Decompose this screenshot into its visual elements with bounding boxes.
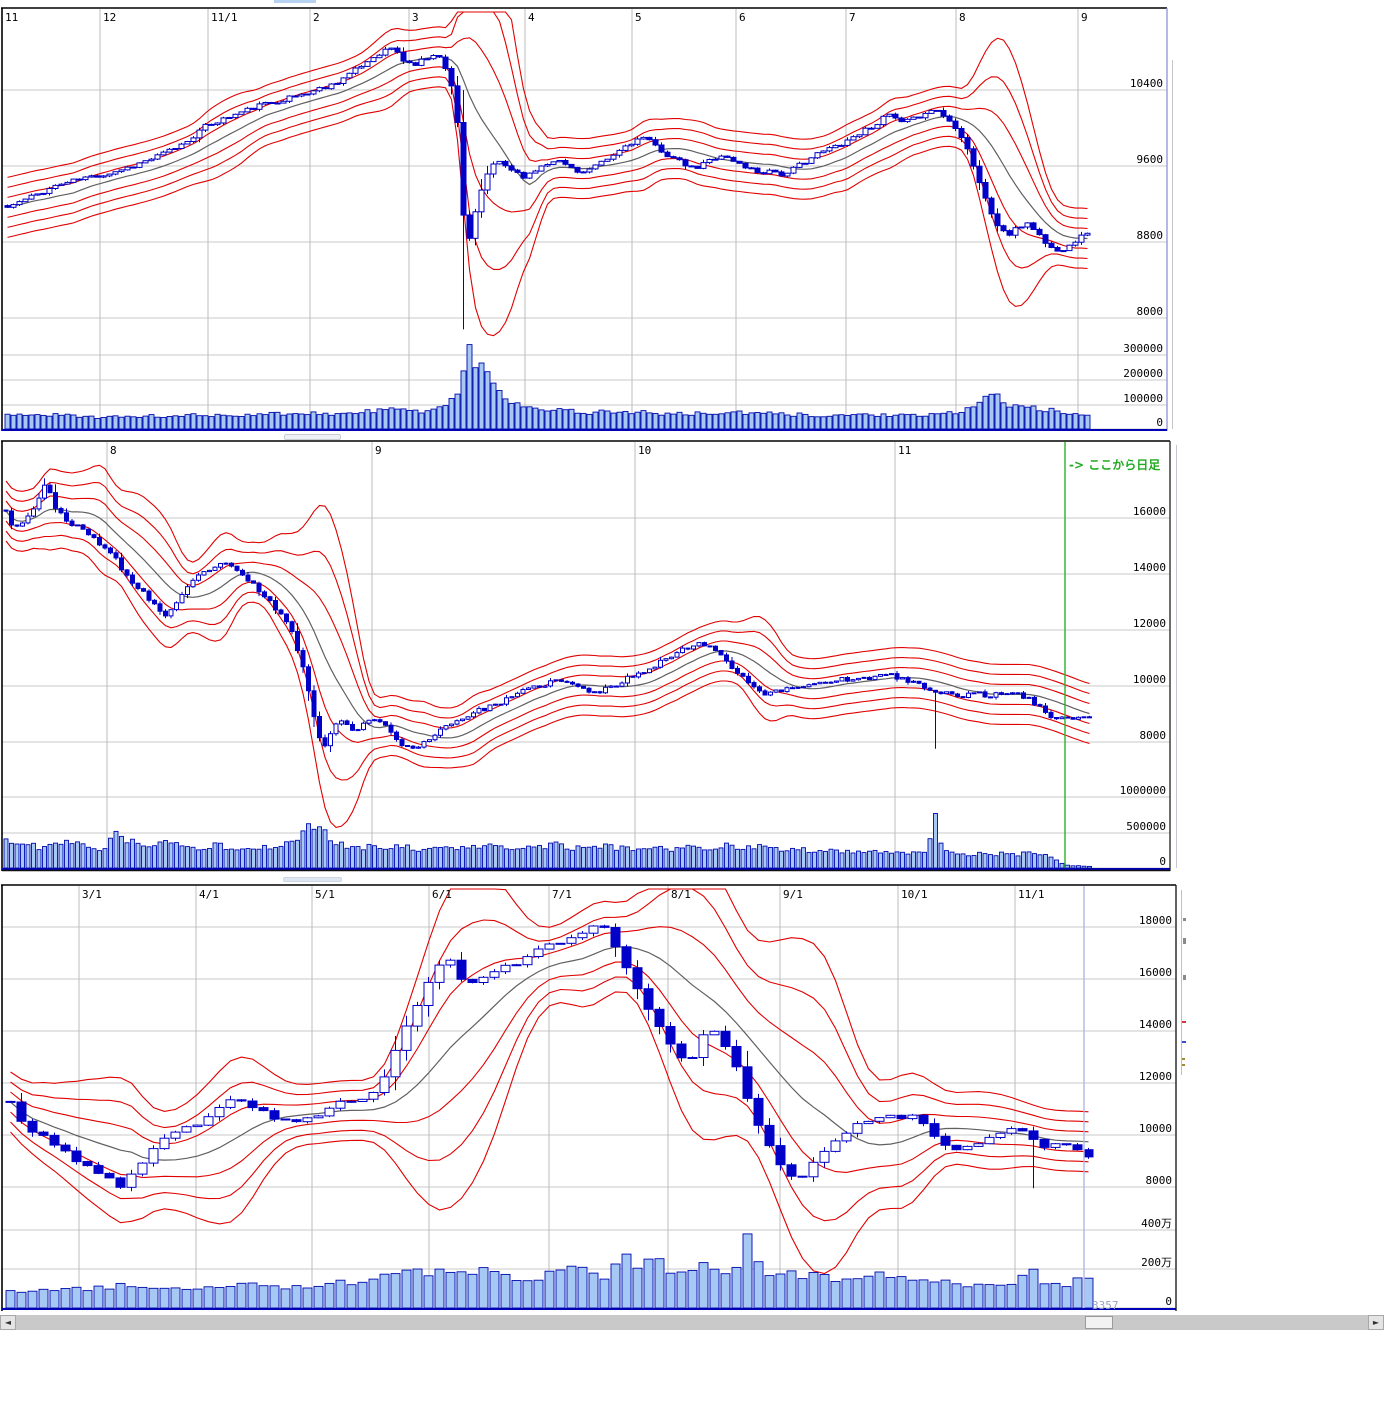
- band-line: [7, 11, 1088, 220]
- divider-thumb-lower: [283, 877, 342, 882]
- window-top-fragment: [274, 0, 316, 3]
- stock-code-watermark: 3357: [1092, 1299, 1119, 1312]
- y-axis-tick-label: 8000: [1146, 1174, 1173, 1187]
- band-line: [7, 66, 1088, 250]
- volume-bars: [3, 813, 1092, 869]
- chart-top-weekly: 10400 9600 8800 8000 300000 200000 100000 0 11 12…: [1, 7, 1168, 431]
- band-line: [10, 888, 1089, 1113]
- volume-bars: [4, 344, 1091, 430]
- legend-mark-6: [1182, 1058, 1185, 1060]
- y-axis-tick-label: 10000: [1133, 673, 1166, 686]
- x-axis-tick-label: 7/1: [552, 888, 572, 901]
- band-line: [5, 508, 1090, 739]
- y-axis-tick-label: 400万: [1141, 1217, 1172, 1230]
- x-axis-tick-label: 11: [5, 11, 18, 24]
- y-axis-tick-label: 18000: [1139, 914, 1172, 927]
- x-axis-tick-label: 9/1: [783, 888, 803, 901]
- candles: [4, 46, 1091, 330]
- x-axis-tick-label: 8: [959, 11, 966, 24]
- y-axis-tick-label: 12000: [1139, 1070, 1172, 1083]
- y-axis-tick-label: 9600: [1137, 153, 1164, 166]
- y-axis-tick-label: 200万: [1141, 1256, 1172, 1269]
- legend-mark-4: [1182, 1021, 1186, 1023]
- band-line: [5, 540, 1090, 829]
- x-axis-tick-label: 6/1: [432, 888, 452, 901]
- band-line: [7, 37, 1088, 230]
- scrollbar-left-arrow-icon[interactable]: ◄: [0, 1315, 16, 1330]
- band-line: [7, 86, 1088, 337]
- legend-mark-5: [1182, 1041, 1186, 1043]
- y-axis-tick-label: 16000: [1133, 505, 1166, 518]
- band-line: [10, 991, 1089, 1275]
- y-axis-tick-label: 10000: [1139, 1122, 1172, 1135]
- band-line: [7, 11, 1088, 210]
- band-line: [10, 946, 1089, 1161]
- legend-mark-2: [1183, 938, 1186, 944]
- x-axis-tick-label: 11: [898, 444, 911, 457]
- band-line: [7, 76, 1088, 270]
- y-axis-tick-label: 100000: [1123, 392, 1163, 405]
- band-line: [5, 520, 1090, 749]
- x-axis-tick-label: 11/1: [1018, 888, 1045, 901]
- legend-mark-3: [1183, 975, 1186, 980]
- y-axis-tick-label: 16000: [1139, 966, 1172, 979]
- y-axis-tick-label: 0: [1165, 1295, 1172, 1308]
- x-axis-tick-label: 10: [638, 444, 651, 457]
- y-axis-tick-label: 8000: [1137, 305, 1164, 318]
- band-line: [5, 481, 1090, 719]
- x-axis-tick-label: 8/1: [671, 888, 691, 901]
- x-axis-tick-label: 4/1: [199, 888, 219, 901]
- candles: [5, 923, 1094, 1192]
- divider-thumb-upper: [284, 434, 341, 440]
- right-rail-upper: [1172, 60, 1173, 429]
- y-axis-tick-label: 1000000: [1120, 784, 1166, 797]
- scrollbar-thumb[interactable]: [1085, 1316, 1113, 1329]
- y-axis-tick-label: 0: [1156, 416, 1163, 429]
- band-line: [5, 530, 1090, 781]
- chart-bottom-weekly: 18000 16000 14000 12000 10000 8000 400万 200万 0 3/…: [1, 884, 1177, 1311]
- x-axis-tick-label: 5: [635, 11, 642, 24]
- y-axis-tick-label: 14000: [1139, 1018, 1172, 1031]
- x-axis-tick-label: 10/1: [901, 888, 928, 901]
- band-line: [7, 56, 1088, 240]
- x-axis-tick-label: 9: [1081, 11, 1088, 24]
- y-axis-tick-label: 500000: [1126, 820, 1166, 833]
- band-line: [5, 464, 1090, 709]
- band-line: [5, 495, 1090, 729]
- volume-bars: [5, 1233, 1094, 1309]
- y-axis-tick-label: 14000: [1133, 561, 1166, 574]
- band-line: [10, 976, 1089, 1222]
- y-axis-tick-label: 0: [1159, 855, 1166, 868]
- right-rail-lower: [1181, 890, 1182, 1075]
- x-axis-tick-label: 7: [849, 11, 856, 24]
- y-axis-tick-label: 8000: [1140, 729, 1167, 742]
- y-axis-tick-label: 8800: [1137, 229, 1164, 242]
- x-axis-tick-label: 5/1: [315, 888, 335, 901]
- y-axis-tick-label: 300000: [1123, 342, 1163, 355]
- x-axis-tick-label: 8: [110, 444, 117, 457]
- band-line: [10, 888, 1089, 1129]
- x-axis-tick-label: 2: [313, 11, 320, 24]
- daily-note: -> ここから日足: [1069, 458, 1161, 472]
- y-axis-tick-label: 12000: [1133, 617, 1166, 630]
- x-axis-tick-label: 9: [375, 444, 382, 457]
- chart-middle-weekly-to-daily: 16000 14000 12000 10000 8000 1000000 500000 0 8 9…: [1, 440, 1171, 872]
- candles: [3, 478, 1092, 752]
- legend-mark-1: [1183, 918, 1186, 921]
- x-axis-tick-label: 3/1: [82, 888, 102, 901]
- band-line: [10, 961, 1089, 1179]
- x-axis-tick-label: 11/1: [211, 11, 238, 24]
- x-axis-tick-label: 4: [528, 11, 535, 24]
- y-axis-tick-label: 200000: [1123, 367, 1163, 380]
- x-axis-tick-label: 6: [739, 11, 746, 24]
- x-axis-tick-label: 12: [103, 11, 116, 24]
- scrollbar-right-arrow-icon[interactable]: ►: [1368, 1315, 1384, 1330]
- horizontal-scrollbar[interactable]: ◄ ►: [0, 1315, 1384, 1330]
- x-axis-tick-label: 3: [412, 11, 419, 24]
- y-axis-tick-label: 10400: [1130, 77, 1163, 90]
- legend-mark-7: [1182, 1064, 1185, 1066]
- right-rail-middle: [1176, 445, 1177, 868]
